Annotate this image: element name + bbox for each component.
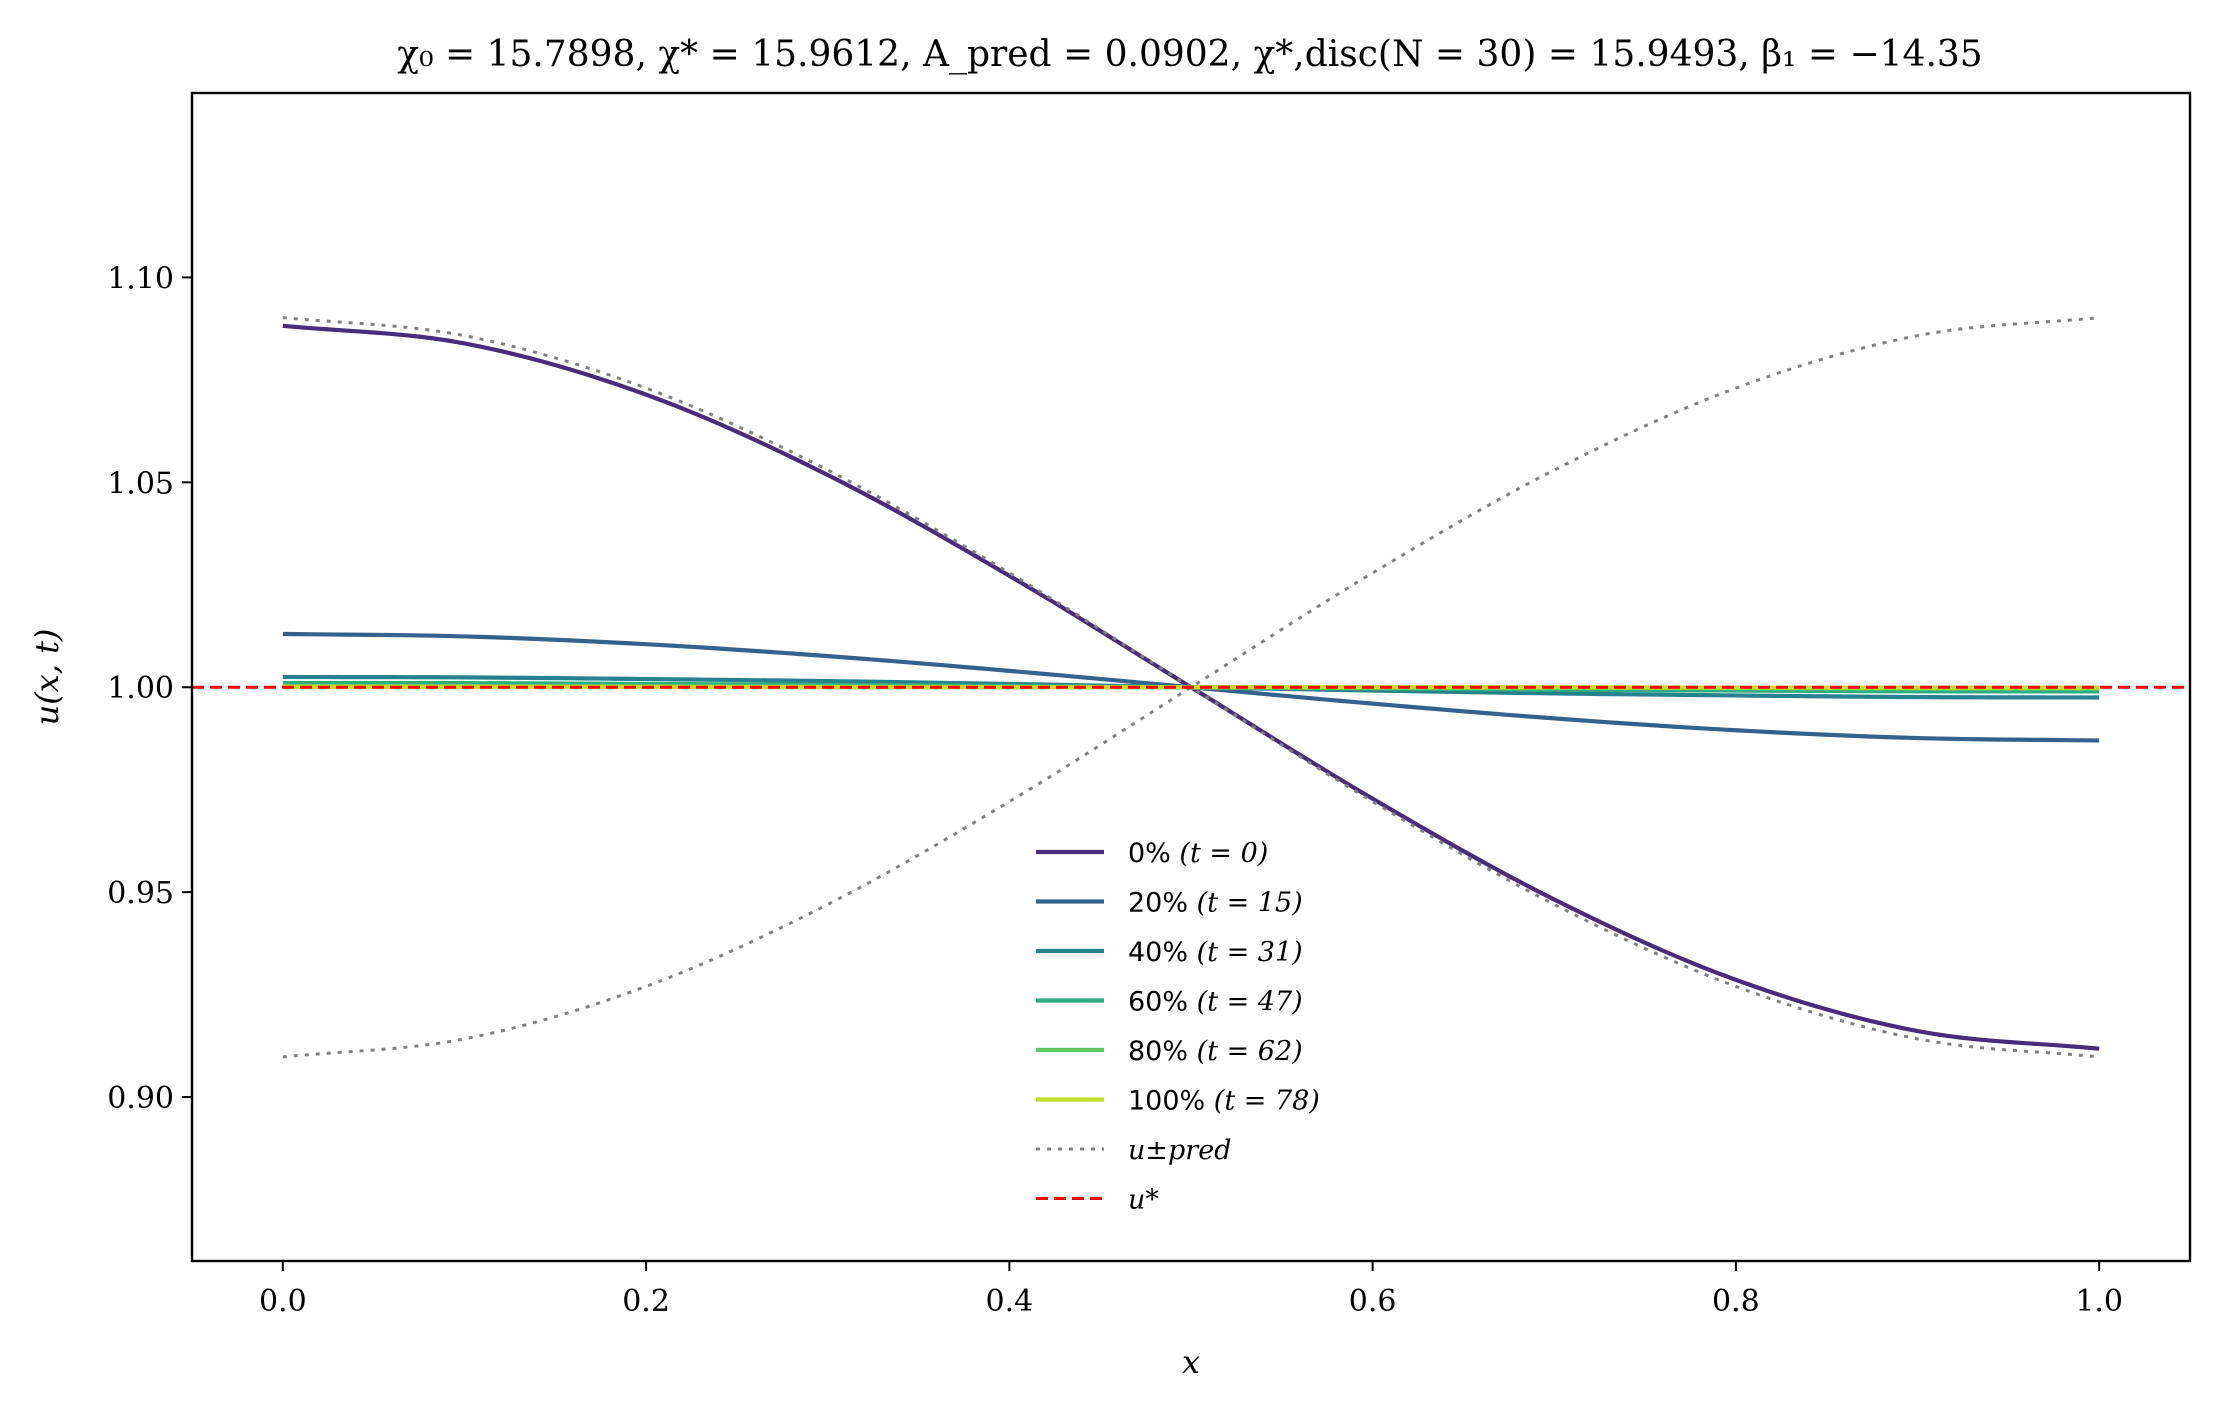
legend-label: 80% (t = 62) [1128, 1036, 1303, 1067]
x-tick-label: 0.2 [622, 1284, 670, 1319]
title-beta1: β₁ = −14.35 [1761, 34, 1983, 75]
legend-label: u* [1128, 1185, 1159, 1216]
x-tick-label: 0.0 [259, 1284, 307, 1319]
legend: 0% (t = 0) 20% (t = 15) 40% (t = 31) 60% (t… [1036, 838, 1320, 1216]
title-chi0: χ₀ = 15.7898 [397, 34, 635, 75]
x-axis-ticks: 0.0 0.2 0.4 0.6 0.8 1.0 [259, 1261, 2123, 1319]
legend-label: 20% (t = 15) [1128, 888, 1303, 919]
title-chidisc: χ*,disc(N = 30) = 15.9493 [1253, 34, 1738, 75]
x-tick-label: 0.6 [1349, 1284, 1397, 1319]
x-tick-label: 0.4 [986, 1284, 1034, 1319]
x-tick-label: 1.0 [2075, 1284, 2123, 1319]
y-axis-label: u(x, t) [28, 629, 66, 726]
y-axis-ticks: 0.90 0.95 1.00 1.05 1.10 [107, 261, 192, 1116]
y-tick-label: 1.05 [107, 466, 174, 501]
legend-label: 0% (t = 0) [1128, 838, 1268, 869]
y-tick-label: 1.00 [107, 671, 174, 706]
legend-label: 100% (t = 78) [1128, 1086, 1320, 1117]
y-tick-label: 0.95 [107, 876, 174, 911]
legend-label: 40% (t = 31) [1128, 937, 1303, 968]
title-chistar: χ* = 15.9612 [658, 34, 900, 75]
series-layer [192, 316, 2190, 1059]
legend-label: 60% (t = 47) [1128, 987, 1303, 1018]
x-axis-label: x [1182, 1343, 1200, 1381]
x-tick-label: 0.8 [1712, 1284, 1760, 1319]
y-tick-label: 0.90 [107, 1081, 174, 1116]
title-apred: A_pred = 0.0902 [922, 34, 1231, 75]
chart-title: χ₀ = 15.7898, χ* = 15.9612, A_pred = 0.0… [397, 34, 1982, 75]
y-tick-label: 1.10 [107, 261, 174, 296]
legend-label: u±pred [1128, 1135, 1231, 1166]
plot-frame [190, 91, 2192, 1263]
